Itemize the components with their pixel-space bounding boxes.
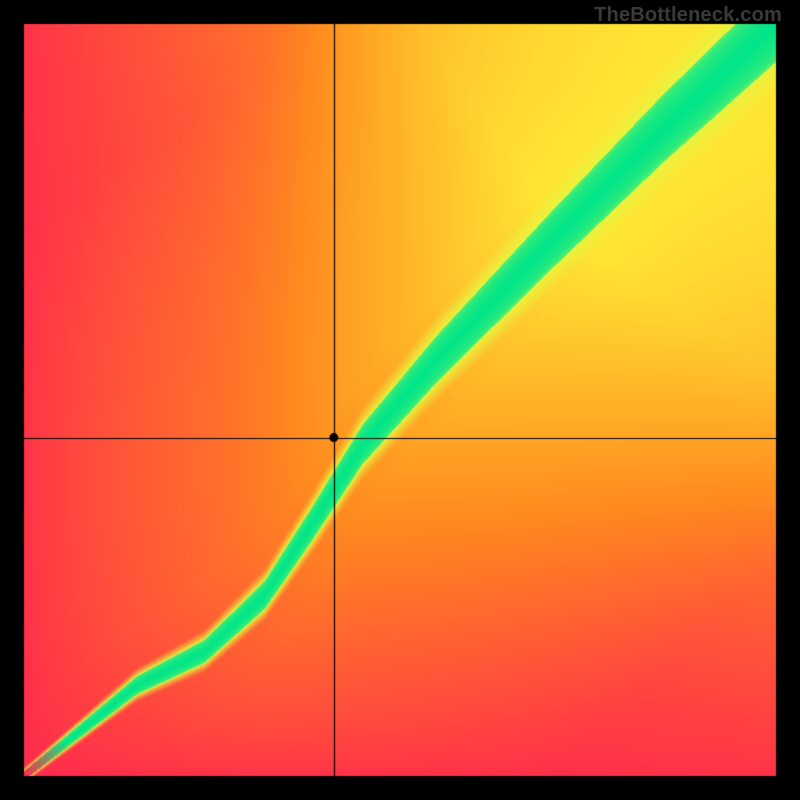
- root: TheBottleneck.com: [0, 0, 800, 800]
- heatmap-canvas: [0, 0, 800, 800]
- watermark-text: TheBottleneck.com: [594, 4, 782, 27]
